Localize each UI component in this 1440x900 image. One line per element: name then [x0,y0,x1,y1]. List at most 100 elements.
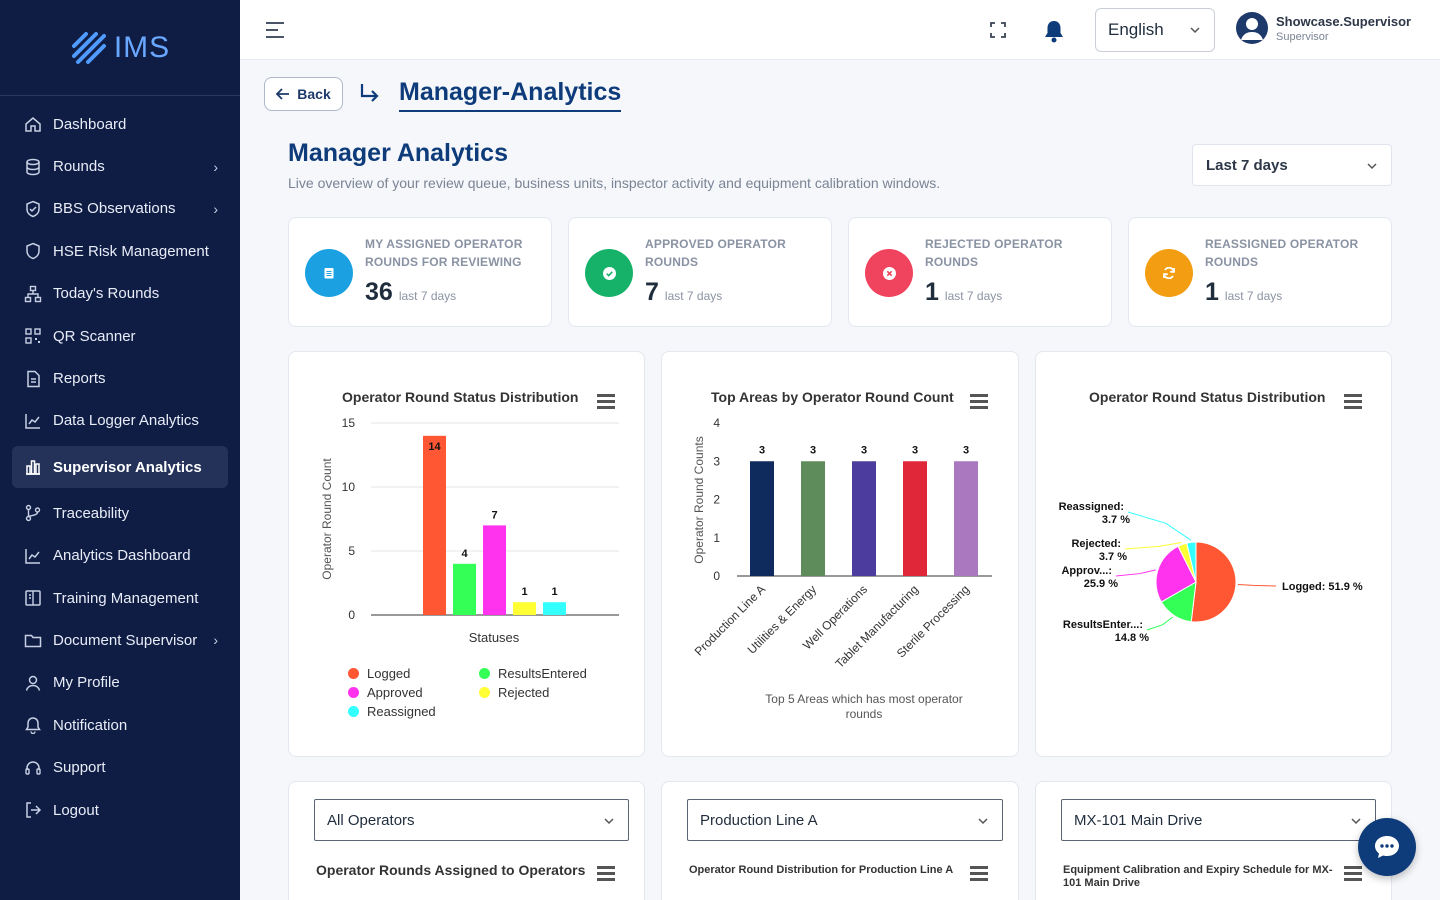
chart-menu-icon[interactable] [597,866,615,884]
legend-label: Reassigned [367,704,436,719]
sidebar-item-label: Support [53,759,106,777]
arrow-left-icon [276,88,290,100]
bar[interactable] [801,461,825,576]
bell-icon[interactable] [1043,19,1065,43]
area-select[interactable]: Production Line A [687,799,1003,841]
y-tick-label: 1 [713,531,720,545]
sidebar-item-qr-scanner[interactable]: QR Scanner [0,315,240,357]
sidebar-nav: Dashboard Rounds › BBS Observations › HSE Ris… [0,96,240,831]
chevron-down-icon [978,818,988,825]
home-icon [25,117,41,132]
area-distribution-card: Production Line A Operator Round Distrib… [661,781,1019,900]
sidebar-item-traceability[interactable]: Traceability [0,492,240,534]
x-axis-label: Statuses [469,630,520,645]
ims-logo-icon [71,31,106,64]
chat-icon [1375,836,1399,858]
refresh-icon [1145,249,1193,297]
fullscreen-icon[interactable] [990,22,1006,38]
legend-label: Logged [367,666,411,681]
pie-slice[interactable] [1190,541,1237,623]
data-label: ResultsEnter...: 14.8 % [1063,619,1149,644]
data-label: 4 [461,548,468,560]
sidebar-item-bbs-observations[interactable]: BBS Observations › [0,188,240,230]
x-circle-icon [865,249,913,297]
sidebar-item-dashboard[interactable]: Dashboard [0,103,240,145]
brand-logo[interactable]: IMS [0,0,240,96]
chart-menu-icon[interactable] [970,394,988,412]
legend-item[interactable]: Reassigned [348,704,436,719]
operator-select[interactable]: All Operators [314,799,629,841]
sidebar-item-rounds[interactable]: Rounds › [0,145,240,187]
status-pie-chart: Logged: 51.9 % ResultsEnter...: 14.8 % Appr… [1059,501,1363,644]
bar[interactable] [513,602,536,615]
user-role: Supervisor [1276,30,1329,43]
legend-item[interactable]: Rejected [479,685,549,700]
date-range-select[interactable]: Last 7 days [1192,144,1392,186]
data-label: 7 [491,509,497,521]
legend-swatch [348,706,359,717]
pie-slice[interactable] [1186,541,1197,583]
kpi-label: REASSIGNED OPERATOR ROUNDS [1205,237,1359,269]
git-branch-icon [25,505,41,522]
chart-menu-icon[interactable] [1344,866,1362,884]
chart-menu-icon[interactable] [597,394,615,412]
kpi-label: APPROVED OPERATOR ROUNDS [645,237,786,269]
bar[interactable] [852,461,876,576]
chart-title: Operator Rounds Assigned to Operators [316,862,586,878]
operators-card: All Operators Operator Rounds Assigned t… [288,781,645,900]
sidebar-item-hse-risk-management[interactable]: HSE Risk Management [0,230,240,272]
kpi-label: REJECTED OPERATOR ROUNDS [925,237,1063,269]
topbar: English Showcase.Supervisor Supervisor [240,0,1440,60]
data-label: 3 [759,444,765,456]
qr-icon [25,328,41,344]
language-select[interactable]: English [1095,8,1215,52]
bar[interactable] [903,461,927,576]
bar[interactable] [954,461,978,576]
chevron-down-icon [604,818,614,825]
back-button[interactable]: Back [264,77,343,111]
bar[interactable] [423,435,446,615]
subdirectory-arrow-icon [360,84,379,102]
sidebar-item-supervisor-analytics[interactable]: Supervisor Analytics [12,446,228,489]
kpi-card: REASSIGNED OPERATOR ROUNDS 1 last 7 days [1128,217,1392,327]
sidebar-item-logout[interactable]: Logout [0,789,240,831]
sidebar-item-label: Traceability [53,504,130,522]
y-tick-label: 3 [713,454,720,468]
sidebar-item-label: Document Supervisor [53,631,198,649]
sidebar-item-training-management[interactable]: Training Management [0,577,240,619]
sidebar-item-support[interactable]: Support [0,746,240,788]
sidebar-item-notification[interactable]: Notification [0,704,240,746]
kpi-number: 1 [925,278,939,306]
data-label: 1 [521,586,527,598]
sidebar-item-data-logger-analytics[interactable]: Data Logger Analytics [0,400,240,442]
chevron-right-icon: › [213,200,218,217]
legend-label: Approved [367,685,423,700]
chart-menu-icon[interactable] [1344,394,1362,412]
check-circle-icon [585,249,633,297]
sidebar-item-my-profile[interactable]: My Profile [0,662,240,704]
legend-item[interactable]: Approved [348,685,423,700]
bar[interactable] [543,602,566,615]
legend-item[interactable]: ResultsEntered [479,666,587,681]
status-distribution-pie-card: Operator Round Status Distribution Logge… [1035,351,1392,757]
sidebar-item-analytics-dashboard[interactable]: Analytics Dashboard [0,535,240,577]
menu-toggle-icon[interactable] [266,22,284,43]
chart-menu-icon[interactable] [970,866,988,884]
chevron-down-icon [1190,27,1200,34]
bar[interactable] [750,461,774,576]
sidebar-item-label: Today's Rounds [53,285,160,303]
user-menu[interactable]: Showcase.Supervisor Supervisor [1236,12,1411,44]
legend-item[interactable]: Logged [348,666,410,681]
leader-line [1127,511,1192,541]
sidebar-item-today-s-rounds[interactable]: Today's Rounds [0,273,240,315]
bar[interactable] [483,525,506,615]
book-icon [25,590,41,606]
pie-slice[interactable] [1155,545,1197,603]
sidebar-item-document-supervisor[interactable]: Document Supervisor › [0,619,240,661]
line-chart-icon [25,548,40,564]
data-label: 14 [428,441,441,453]
bar[interactable] [453,563,476,615]
equipment-select[interactable]: MX-101 Main Drive [1061,799,1376,841]
chat-button[interactable] [1358,818,1416,876]
sidebar-item-reports[interactable]: Reports [0,357,240,399]
